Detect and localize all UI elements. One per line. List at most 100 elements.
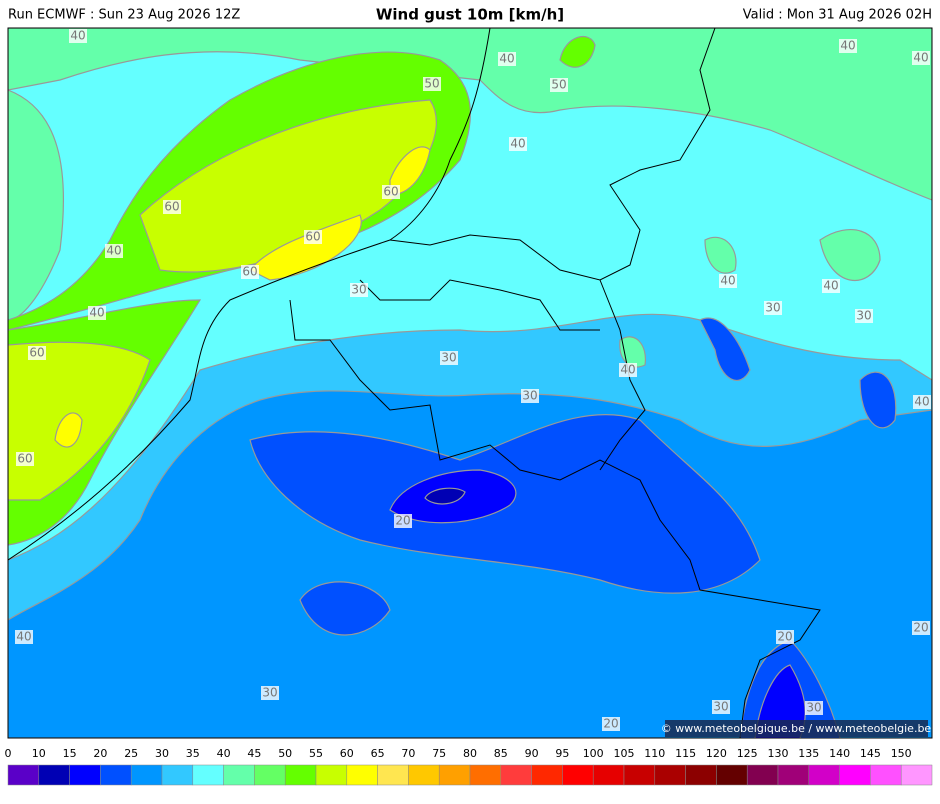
colorbar-tick-label: 70 <box>401 747 415 760</box>
contour-label: 40 <box>16 630 31 644</box>
colorbar-swatch <box>654 764 686 786</box>
contour-label: 20 <box>913 621 928 635</box>
contour-label: 20 <box>777 630 792 644</box>
contour-label-bg <box>839 39 857 53</box>
contour-label: 40 <box>720 274 735 288</box>
contour-label-bg <box>619 363 637 377</box>
colorbar-tick-label: 75 <box>432 747 446 760</box>
colorbar-swatch <box>161 764 194 786</box>
colorbar-swatch <box>839 764 871 786</box>
contour-label: 30 <box>713 700 728 714</box>
colorbar-tick-label: 55 <box>309 747 323 760</box>
contour-label: 30 <box>351 283 366 297</box>
map-title: Wind gust 10m [km/h] <box>376 6 564 24</box>
colorbar-swatch <box>284 764 317 786</box>
contour-label-bg <box>88 306 106 320</box>
colorbar-swatch <box>562 764 594 786</box>
contour-label: 40 <box>913 51 928 65</box>
colorbar-swatch <box>377 764 409 786</box>
contour-label-bg <box>241 265 259 279</box>
map <box>8 28 932 738</box>
contour-label-bg <box>822 279 840 293</box>
contour-label: 40 <box>840 39 855 53</box>
colorbar-swatch <box>254 764 286 786</box>
colorbar-tick-label: 10 <box>32 747 46 760</box>
colorbar-tick-label: 100 <box>583 747 604 760</box>
colorbar-swatch <box>100 764 132 786</box>
contour-label: 40 <box>510 137 525 151</box>
colorbar-tick-label: 135 <box>798 747 819 760</box>
contour-label-bg <box>261 686 279 700</box>
colorbar-tick-label: 130 <box>768 747 789 760</box>
copyright-box <box>665 720 928 737</box>
contour-label: 60 <box>164 200 179 214</box>
colorbar-tick-label: 145 <box>860 747 881 760</box>
colorbar-swatch <box>777 764 810 786</box>
contour-label-bg <box>105 244 123 258</box>
contour-label: 40 <box>914 395 929 409</box>
contour-label-bg <box>913 395 931 409</box>
colorbar-tick-label: 95 <box>555 747 569 760</box>
colorbar-swatch <box>7 764 40 786</box>
contour-label: 60 <box>383 185 398 199</box>
contour-label: 20 <box>603 717 618 731</box>
colorbar-swatch <box>223 764 255 786</box>
contour-label: 30 <box>856 309 871 323</box>
contour-label-bg <box>304 230 322 244</box>
colorbar-tick-label: 50 <box>278 747 292 760</box>
contour-label: 40 <box>499 52 514 66</box>
contour-label: 60 <box>305 230 320 244</box>
colorbar-swatch <box>38 764 70 786</box>
contour-label-bg <box>712 700 730 714</box>
colorbar-tick-label: 110 <box>644 747 665 760</box>
contour-label-bg <box>855 309 873 323</box>
colorbar-swatch <box>808 764 840 786</box>
colorbar-tick-label: 115 <box>675 747 696 760</box>
contour-label-bg <box>602 717 620 731</box>
contour-label-bg <box>423 77 441 91</box>
colorbar-tick-label: 125 <box>737 747 758 760</box>
colorbar-swatch <box>716 764 748 786</box>
colorbar-tick-label: 80 <box>463 747 477 760</box>
contour-label-bg <box>719 274 737 288</box>
colorbar-tick-label: 85 <box>494 747 508 760</box>
colorbar-swatch <box>315 764 348 786</box>
contour-label-bg <box>550 78 568 92</box>
contour-label-bg <box>764 301 782 315</box>
contour-label: 50 <box>551 78 566 92</box>
contour-label-bg <box>521 389 539 403</box>
colorbar-swatch <box>469 764 502 786</box>
contour-label: 60 <box>242 265 257 279</box>
colorbar-tick-label: 0 <box>5 747 12 760</box>
contour-label-bg <box>163 200 181 214</box>
colorbar-tick-label: 35 <box>186 747 200 760</box>
colorbar-swatch <box>130 764 163 786</box>
contour-label-bg <box>498 52 516 66</box>
colorbar-tick-label: 140 <box>829 747 850 760</box>
contour-label: 30 <box>765 301 780 315</box>
colorbar-tick-label: 25 <box>124 747 138 760</box>
contour-label: 40 <box>70 29 85 43</box>
contour-label-bg <box>15 630 33 644</box>
contour-label: 40 <box>89 306 104 320</box>
colorbar-tick-label: 90 <box>525 747 539 760</box>
colorbar-swatch <box>531 764 563 786</box>
colorbar-swatch <box>346 764 378 786</box>
contour-label: 30 <box>262 686 277 700</box>
contour-label: 60 <box>29 346 44 360</box>
valid-info: Valid : Mon 31 Aug 2026 02H <box>743 8 932 23</box>
contour-label: 40 <box>106 244 121 258</box>
contour-label-bg <box>912 621 930 635</box>
colorbar-swatch <box>69 764 101 786</box>
contour-label-bg <box>805 701 823 715</box>
colorbar-tick-label: 30 <box>155 747 169 760</box>
colorbar-swatch <box>438 764 471 786</box>
contour-label: 20 <box>395 514 410 528</box>
contour-label-bg <box>912 51 930 65</box>
colorbar-swatch <box>408 764 440 786</box>
contour-label-bg <box>69 29 87 43</box>
colorbar-tick-label: 40 <box>217 747 231 760</box>
contour-label-bg <box>350 283 368 297</box>
map-frame <box>7 27 933 739</box>
